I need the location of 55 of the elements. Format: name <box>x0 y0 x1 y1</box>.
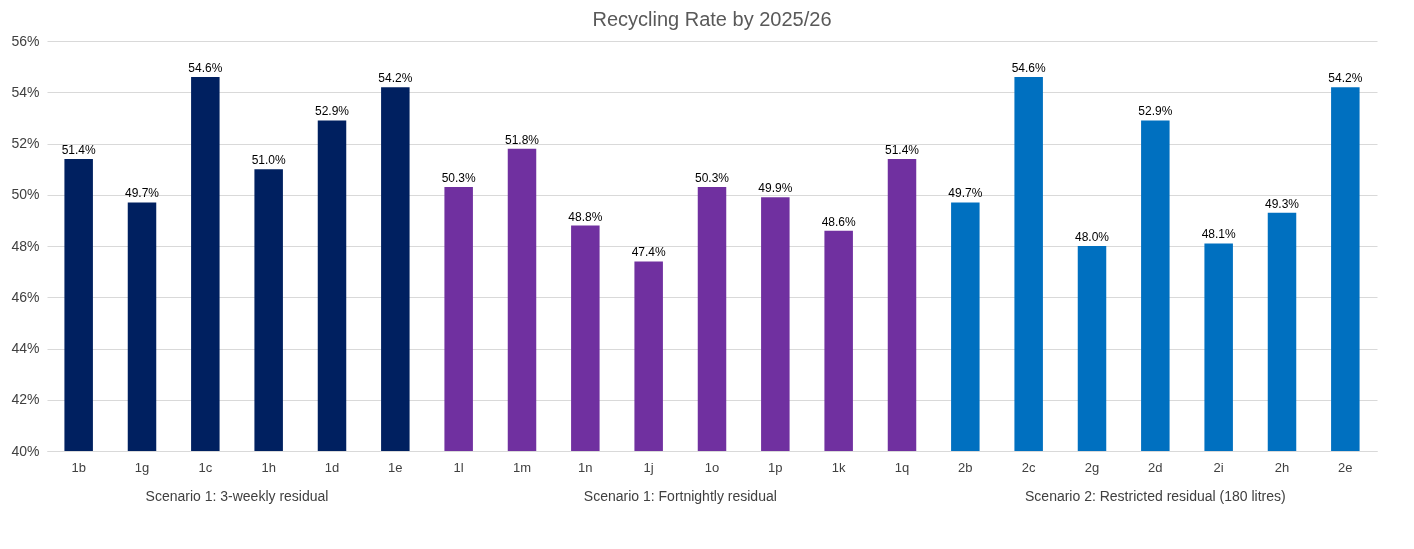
data-label: 54.6% <box>188 60 223 75</box>
data-label: 51.0% <box>251 153 287 168</box>
x-tick-label: 1k <box>831 459 847 475</box>
y-tick-label: 46% <box>11 288 40 305</box>
x-tick-label: 1d <box>324 459 340 475</box>
data-label: 50.3% <box>441 171 477 186</box>
x-tick-label: 1c <box>198 459 213 475</box>
data-label: 54.6% <box>1011 60 1047 75</box>
data-label: 49.9% <box>758 181 793 196</box>
series-label: Scenario 2: Restricted residual (180 litres) <box>1025 488 1286 504</box>
x-tick-label: 1l <box>453 459 464 475</box>
y-tick-label: 40% <box>11 442 40 459</box>
data-label: 51.4% <box>61 142 97 157</box>
x-tick-label: 2b <box>958 459 973 475</box>
data-label: 48.1% <box>1201 227 1237 242</box>
x-tick-label: 1n <box>578 459 593 475</box>
chart-title: Recycling Rate by 2025/26 <box>592 8 832 30</box>
data-label: 54.2% <box>1328 71 1363 86</box>
y-tick-label: 44% <box>11 340 40 356</box>
data-label: 50.3% <box>694 171 730 186</box>
data-label: 47.4% <box>631 245 667 260</box>
data-label: 51.8% <box>504 132 540 147</box>
y-tick-label: 50% <box>11 186 40 203</box>
y-tick-label: 54% <box>11 83 40 100</box>
y-tick-label: 56% <box>11 32 40 49</box>
x-tick-label: 2e <box>1338 459 1353 475</box>
x-tick-label: 1j <box>643 459 654 475</box>
x-tick-label: 1o <box>704 459 720 475</box>
x-tick-label: 2i <box>1213 459 1224 475</box>
data-label: 48.0% <box>1074 230 1110 244</box>
x-tick-label: 2h <box>1274 459 1290 475</box>
x-tick-label: 1b <box>71 459 86 475</box>
x-tick-label: 1g <box>134 459 150 475</box>
data-label: 52.9% <box>1138 104 1173 119</box>
series-label: Scenario 1: Fortnightly residual <box>583 488 777 504</box>
x-tick-label: 1h <box>261 459 276 475</box>
x-tick-label: 2c <box>1021 459 1037 475</box>
x-tick-label: 1q <box>894 459 910 475</box>
data-label: 48.8% <box>568 209 603 224</box>
x-tick-label: 2g <box>1084 459 1100 475</box>
data-label: 52.9% <box>314 104 350 119</box>
data-label: 49.3% <box>1264 196 1300 211</box>
data-label: 54.2% <box>378 71 413 86</box>
x-tick-label: 1e <box>388 459 403 475</box>
data-label: 49.7% <box>124 186 160 201</box>
data-label: 48.6% <box>821 214 857 229</box>
y-tick-label: 42% <box>11 391 40 408</box>
y-tick-label: 52% <box>11 135 40 151</box>
x-tick-label: 1p <box>768 459 783 475</box>
x-tick-label: 1m <box>512 459 532 475</box>
series-label: Scenario 1: 3-weekly residual <box>145 488 329 504</box>
data-label: 51.4% <box>884 142 920 157</box>
x-tick-label: 2d <box>1148 459 1163 475</box>
y-tick-label: 48% <box>11 237 40 254</box>
data-label: 49.7% <box>948 186 983 201</box>
